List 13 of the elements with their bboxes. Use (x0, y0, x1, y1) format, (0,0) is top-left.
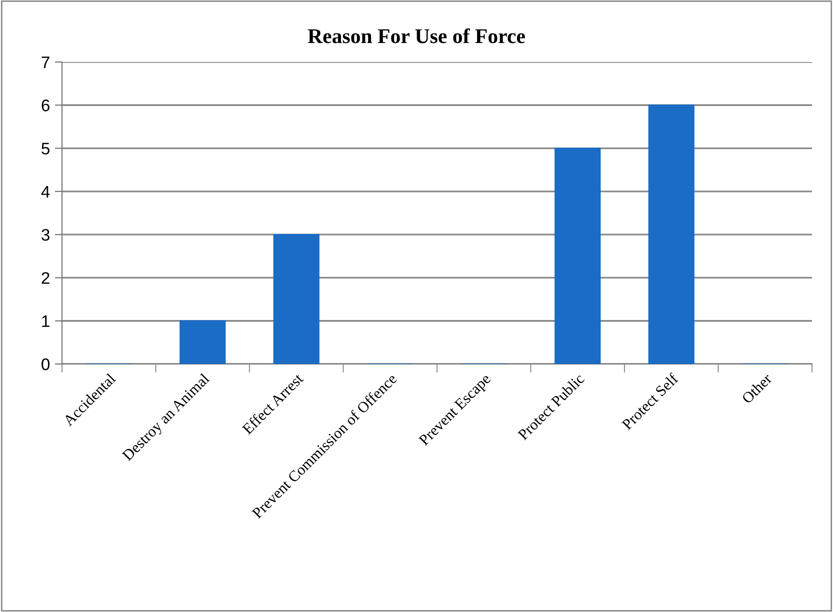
bar (648, 104, 694, 364)
y-tick-label: 6 (42, 100, 50, 112)
bar (273, 234, 320, 364)
bar (180, 320, 226, 364)
chart-title: Reason For Use of Force (308, 28, 525, 44)
y-tick-label: 3 (42, 228, 50, 241)
y-tick-label: 1 (42, 315, 50, 327)
y-tick-label: 7 (42, 56, 50, 68)
y-tick-label: 5 (42, 142, 50, 154)
y-tick-label: 2 (42, 272, 50, 284)
y-tick-label: 0 (42, 358, 50, 370)
bar (554, 148, 601, 364)
y-tick-label: 4 (41, 186, 50, 198)
